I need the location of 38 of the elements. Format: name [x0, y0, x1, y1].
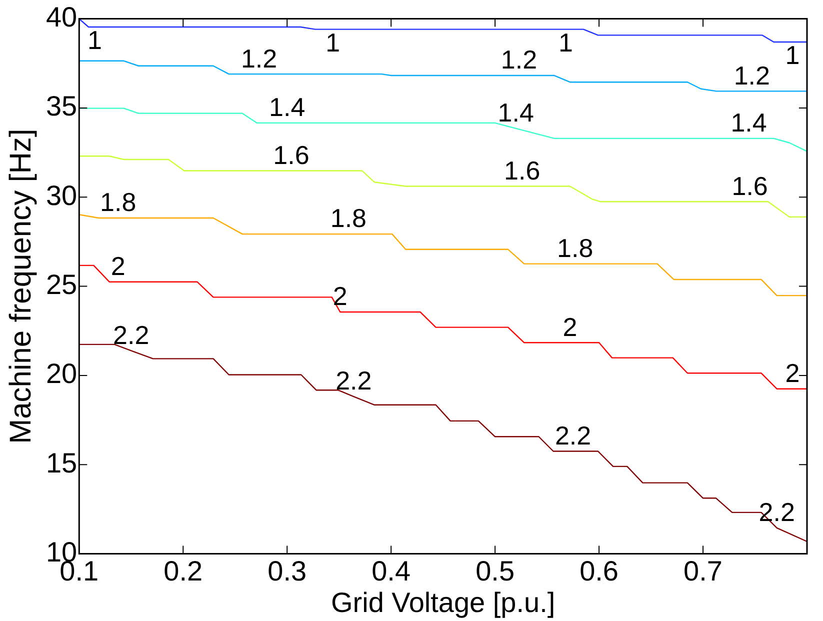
y-tick-label: 40 — [46, 2, 78, 33]
annotation: 2 — [785, 358, 800, 388]
annotation: 1.2 — [500, 44, 538, 75]
annotation: 2.2 — [113, 320, 150, 350]
annotation: 1 — [785, 40, 800, 70]
annotation: 1.6 — [273, 140, 310, 170]
x-tick-label: 0.5 — [476, 555, 515, 586]
x-tick-label: 0.2 — [164, 555, 203, 586]
annotation: 1.8 — [330, 203, 367, 234]
x-tick-label: 0.7 — [684, 555, 722, 586]
annotation: 1.4 — [498, 98, 534, 128]
annotation: 1.6 — [504, 155, 540, 186]
annotation: 1 — [558, 27, 573, 58]
annotation: 1.4 — [269, 92, 306, 122]
annotation: 1.2 — [240, 43, 278, 74]
annotation: 1 — [326, 27, 340, 58]
annotation: 2.2 — [554, 420, 592, 450]
y-tick-label: 30 — [46, 180, 78, 211]
annotation: 1.4 — [730, 108, 767, 138]
annotation: 2.2 — [758, 497, 795, 528]
annotation: 1.6 — [732, 170, 768, 201]
x-axis-title: Grid Voltage [p.u.] — [331, 586, 556, 618]
y-tick-label: 20 — [46, 358, 78, 390]
annotation: 1.8 — [100, 187, 136, 218]
annotation: 2.2 — [336, 366, 372, 396]
annotation: 2 — [110, 251, 126, 282]
annotation: 1.2 — [734, 60, 770, 90]
annotation: 2 — [562, 312, 578, 342]
annotation: 1 — [88, 25, 102, 56]
y-tick-label: 15 — [46, 447, 78, 478]
x-tick-label: 0.6 — [580, 555, 619, 586]
y-tick-label: 35 — [46, 90, 78, 122]
y-axis-title: Machine frequency [Hz] — [4, 128, 38, 444]
x-tick-label: 0.3 — [268, 555, 307, 586]
x-tick-label: 0.4 — [372, 555, 411, 586]
annotation: 1.8 — [557, 233, 594, 263]
y-tick-label: 25 — [46, 269, 78, 300]
annotation: 2 — [332, 281, 348, 312]
